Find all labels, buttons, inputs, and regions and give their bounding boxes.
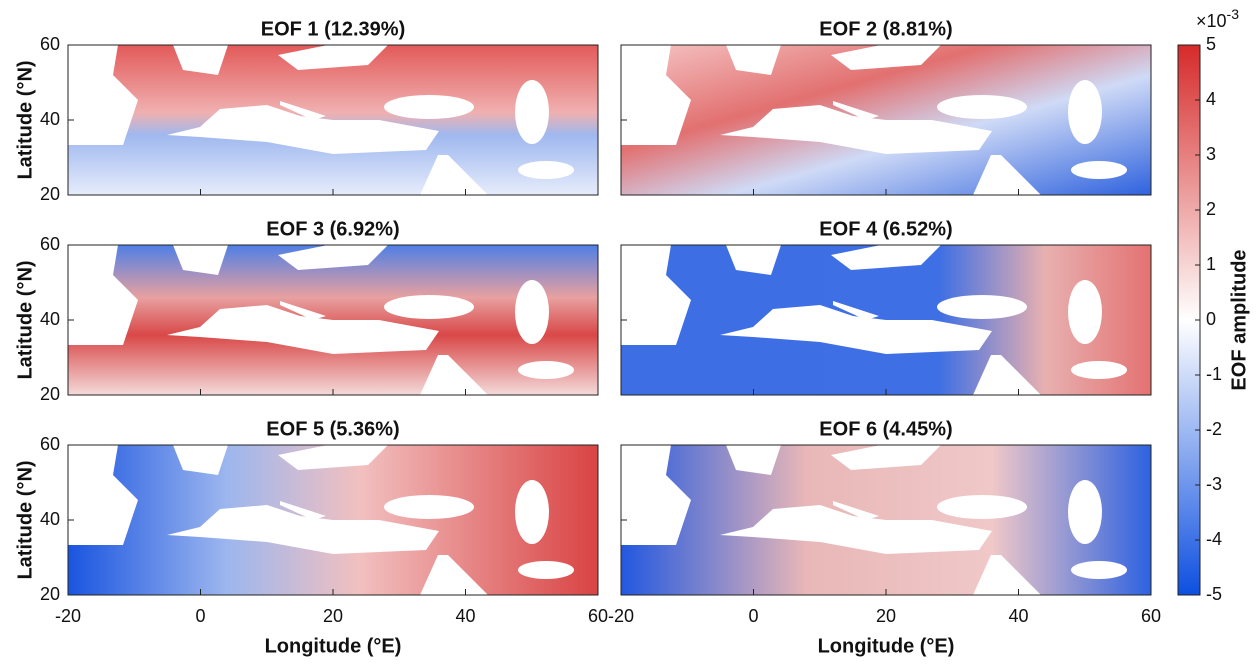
- x-tick-label: 0: [195, 606, 205, 626]
- y-axis-label: Latitude (°N): [14, 460, 36, 579]
- x-tick-label: -20: [608, 606, 634, 626]
- colorbar-label: EOF amplitude: [1228, 249, 1250, 390]
- map-field: [68, 445, 598, 595]
- colorbar-tick-label: -3: [1206, 474, 1222, 494]
- x-tick-label: 60: [588, 606, 608, 626]
- map-field: [621, 445, 1151, 595]
- y-tick-label: 40: [40, 309, 60, 329]
- y-tick-label: 40: [40, 109, 60, 129]
- exponent: -3: [1227, 6, 1240, 22]
- panel-title: EOF 2 (8.81%): [819, 18, 952, 40]
- x-tick-label: 60: [1141, 606, 1161, 626]
- x-tick-label: -20: [55, 606, 81, 626]
- colorbar-tick-label: 4: [1206, 89, 1216, 109]
- x-axis-label: Longitude (°E): [818, 635, 955, 657]
- x-tick-label: 20: [323, 606, 343, 626]
- map-field: [68, 245, 598, 395]
- multiplier: ×10: [1196, 11, 1227, 31]
- y-tick-label: 20: [40, 384, 60, 404]
- colorbar-tick-label: -5: [1206, 584, 1222, 604]
- panel-title: EOF 4 (6.52%): [819, 218, 952, 240]
- colorbar-tick-label: 5: [1206, 34, 1216, 54]
- map-field: [621, 245, 1151, 395]
- colorbar-tick-label: 0: [1206, 309, 1216, 329]
- map-field: [68, 45, 598, 195]
- y-axis-label: Latitude (°N): [14, 60, 36, 179]
- y-tick-label: 40: [40, 509, 60, 529]
- y-axis-label: Latitude (°N): [14, 260, 36, 379]
- colorbar-multiplier: ×10-3: [1196, 6, 1239, 31]
- y-tick-label: 60: [40, 34, 60, 54]
- panel-title: EOF 5 (5.36%): [266, 418, 399, 440]
- colorbar-tick-label: 2: [1206, 199, 1216, 219]
- x-axis-label: Longitude (°E): [265, 635, 402, 657]
- colorbar-tick-label: 3: [1206, 144, 1216, 164]
- x-tick-label: 0: [748, 606, 758, 626]
- map-panel: EOF 4 (6.52%): [620, 218, 1152, 396]
- colorbar-tick-label: -4: [1206, 529, 1222, 549]
- y-tick-label: 20: [40, 184, 60, 204]
- y-tick-label: 60: [40, 234, 60, 254]
- map-field: [621, 45, 1151, 195]
- y-tick-label: 20: [40, 584, 60, 604]
- panel-title: EOF 6 (4.45%): [819, 418, 952, 440]
- x-tick-label: 20: [876, 606, 896, 626]
- x-tick-label: 40: [455, 606, 475, 626]
- colorbar-tick-label: -2: [1206, 419, 1222, 439]
- map-panel: EOF 6 (4.45%) -20 0 20 40 60 Longitude (°E): [608, 418, 1161, 657]
- panel-title: EOF 3 (6.92%): [266, 218, 399, 240]
- y-tick-label: 60: [40, 434, 60, 454]
- map-panel: EOF 2 (8.81%): [620, 18, 1152, 196]
- colorbar-tick-label: 1: [1206, 254, 1216, 274]
- panel-title: EOF 1 (12.39%): [261, 18, 406, 40]
- x-tick-label: 40: [1008, 606, 1028, 626]
- colorbar-tick-label: -1: [1206, 364, 1222, 384]
